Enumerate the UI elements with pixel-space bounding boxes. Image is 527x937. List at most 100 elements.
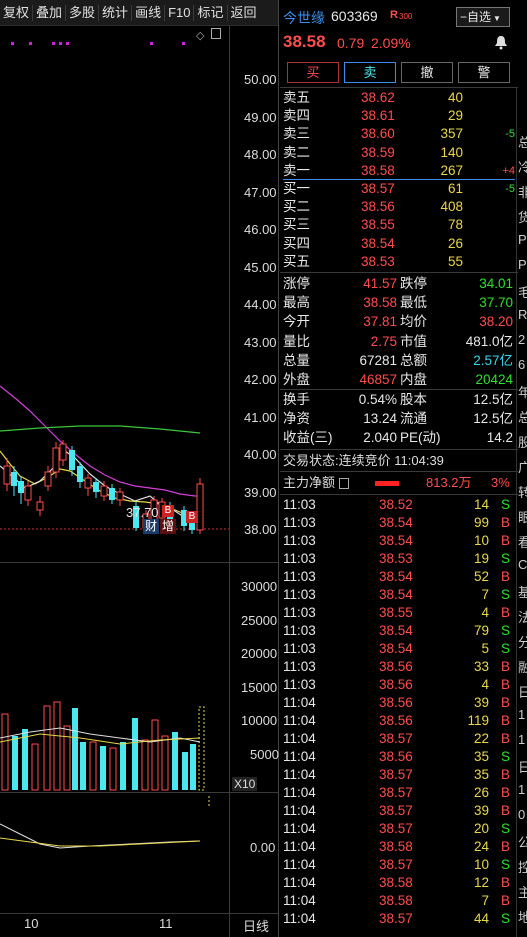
order-volume: 61: [447, 181, 463, 196]
tick-row[interactable]: 11:04 38.57 35 B: [283, 766, 515, 784]
window-icon[interactable]: [211, 28, 221, 39]
order-level-bids: 买二 38.56 408: [283, 198, 515, 216]
edge-text: 总: [518, 410, 527, 425]
chevron-down-icon: ▼: [493, 14, 501, 23]
tick-price: 38.57: [379, 911, 413, 926]
tick-volume: 20: [473, 821, 489, 836]
divider: [280, 449, 518, 450]
tick-row[interactable]: 11:03 38.55 4 B: [283, 604, 515, 622]
tick-side: B: [501, 677, 511, 692]
toolbar-item[interactable]: 多股: [66, 4, 100, 21]
net-flow-amount: 813.2万: [426, 475, 472, 490]
tick-row[interactable]: 11:03 38.54 7 S: [283, 586, 515, 604]
tick-row[interactable]: 11:04 38.58 24 B: [283, 838, 515, 856]
tick-price: 38.56: [379, 713, 413, 728]
tick-row[interactable]: 11:03 38.54 99 B: [283, 514, 515, 532]
order-price: 38.56: [361, 199, 395, 215]
price-change: 0.79: [337, 35, 365, 51]
tick-row[interactable]: 11:03 38.54 52 B: [283, 568, 515, 586]
tick-row[interactable]: 11:04 38.58 7 B: [283, 892, 515, 910]
order-label: 卖二: [283, 144, 310, 160]
tick-row[interactable]: 11:04 38.56 35 S: [283, 748, 515, 766]
trade-status-time: 11:04:39: [394, 453, 444, 468]
order-label: 买一: [283, 181, 310, 196]
tick-row[interactable]: 11:04 38.56 39 B: [283, 694, 515, 712]
tick-volume: 35: [473, 749, 489, 764]
tick-time: 11:04: [283, 767, 316, 782]
stat-row: 最高 38.58 最低 37.70: [283, 294, 515, 312]
tick-volume: 10: [473, 857, 489, 872]
buy-badge[interactable]: B: [162, 505, 174, 517]
tick-row[interactable]: 11:03 38.53 19 S: [283, 550, 515, 568]
stat-label: PE(动): [400, 430, 441, 446]
tick-row[interactable]: 11:04 38.57 10 S: [283, 856, 515, 874]
stat-value: 0.54%: [358, 392, 397, 407]
tick-row[interactable]: 11:04 38.57 39 B: [283, 802, 515, 820]
buy-badge-2[interactable]: B: [186, 511, 198, 523]
tick-side: B: [501, 695, 511, 710]
tick-side: S: [501, 497, 511, 512]
finance-badge[interactable]: 财: [143, 519, 159, 534]
bid-ask-divider: [283, 179, 515, 180]
tick-volume: 39: [473, 803, 489, 818]
tick-row[interactable]: 11:04 38.57 20 S: [283, 820, 515, 838]
tick-price: 38.58: [379, 875, 413, 890]
tick-row[interactable]: 11:03 38.52 14 S: [283, 496, 515, 514]
tick-row[interactable]: 11:04 38.56 119 B: [283, 712, 515, 730]
tick-price: 38.54: [379, 515, 413, 530]
order-label: 买二: [283, 199, 310, 215]
tick-row[interactable]: 11:03 38.54 79 S: [283, 622, 515, 640]
toolbar-item[interactable]: 复权: [0, 4, 34, 21]
toolbar-item[interactable]: 返回: [230, 4, 257, 20]
toolbar-item[interactable]: 标记: [194, 4, 228, 21]
stat-value: 67281: [359, 352, 397, 368]
tick-side: S: [501, 857, 511, 872]
tick-side: B: [501, 515, 511, 530]
tick-side: B: [501, 533, 511, 548]
toolbar-item[interactable]: 统计: [99, 4, 133, 21]
stock-name[interactable]: 今世缘: [283, 10, 325, 26]
edge-text: 广: [518, 460, 527, 475]
tick-time: 11:03: [283, 587, 316, 602]
cancel-order-button[interactable]: 撤: [401, 62, 453, 83]
alert-button[interactable]: 警: [458, 62, 510, 83]
tick-volume: 10: [473, 533, 489, 548]
edge-text: 公: [518, 835, 527, 850]
tick-row[interactable]: 11:04 38.58 12 B: [283, 874, 515, 892]
stat-label: 今开: [283, 314, 310, 330]
increase-badge[interactable]: 增: [160, 519, 176, 534]
edge-text: 0: [518, 807, 526, 822]
order-price: 38.53: [361, 253, 395, 269]
list-icon[interactable]: [338, 478, 349, 490]
tick-price: 38.54: [379, 533, 413, 548]
toolbar-item[interactable]: F10: [165, 4, 195, 21]
tick-row[interactable]: 11:03 38.54 5 S: [283, 640, 515, 658]
edge-text: 6: [518, 357, 526, 372]
tick-row[interactable]: 11:04 38.57 22 B: [283, 730, 515, 748]
tick-row[interactable]: 11:04 38.57 44 S: [283, 910, 515, 928]
tick-side: B: [501, 785, 511, 800]
tick-price: 38.56: [379, 695, 413, 710]
toolbar-item[interactable]: 叠加: [33, 4, 67, 21]
buy-button[interactable]: 买: [287, 62, 339, 83]
tick-time: 11:03: [283, 623, 316, 638]
tick-price: 38.58: [379, 893, 413, 908]
watchlist-button[interactable]: −自选 ▼: [456, 7, 510, 27]
period-selector[interactable]: 日线: [243, 919, 270, 934]
edge-text: 1: [518, 782, 526, 797]
tick-price: 38.54: [379, 623, 413, 638]
tick-row[interactable]: 11:03 38.56 33 B: [283, 658, 515, 676]
tick-row[interactable]: 11:03 38.54 10 B: [283, 532, 515, 550]
volume-tick: 15000: [241, 679, 278, 695]
diamond-icon[interactable]: ◇: [196, 30, 205, 42]
stat-value: 2.040: [363, 430, 397, 446]
tick-row[interactable]: 11:04 38.57 26 B: [283, 784, 515, 802]
tick-row[interactable]: 11:03 38.56 4 B: [283, 676, 515, 694]
toolbar-item[interactable]: 画线: [132, 4, 166, 21]
order-delta: +4: [502, 164, 515, 177]
tick-price: 38.57: [379, 767, 413, 782]
sell-button[interactable]: 卖: [344, 62, 396, 83]
signal-dots: [11, 42, 185, 45]
bell-icon[interactable]: [494, 35, 508, 50]
stat-value: 38.58: [363, 295, 397, 311]
